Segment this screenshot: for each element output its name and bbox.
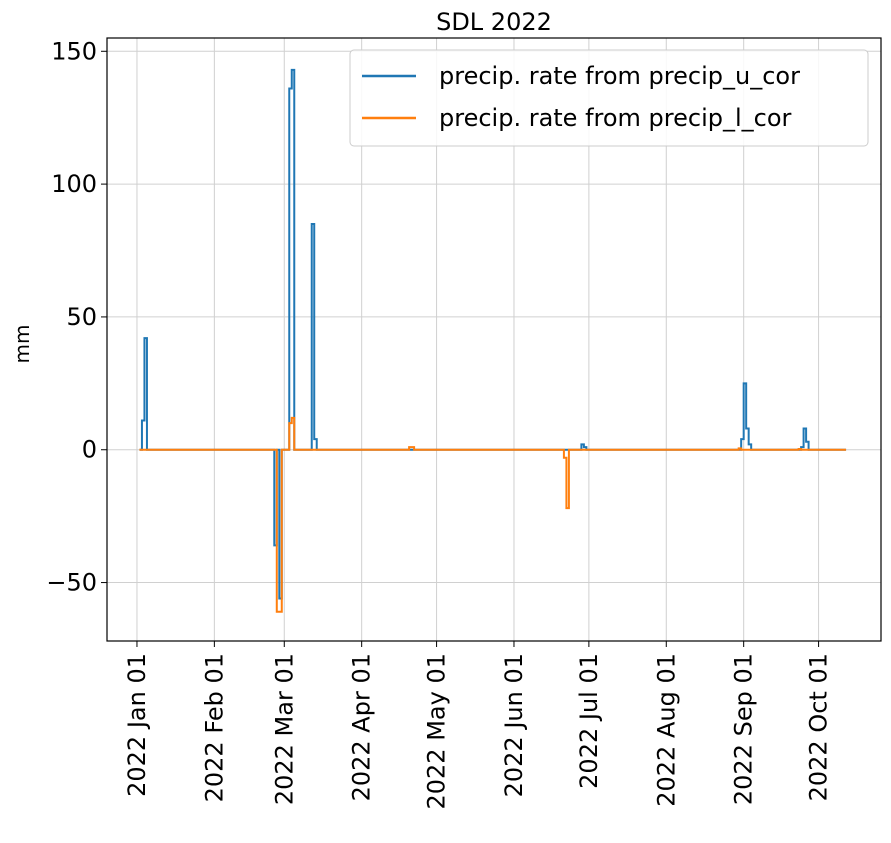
x-tick-label: 2022 Sep 01: [730, 653, 758, 805]
y-tick-label: 150: [51, 37, 97, 65]
y-tick-label: 50: [66, 303, 97, 331]
axis-layer: 2022 Jan 01 2022 Feb 01 2022 Mar 01 2022 Ap…: [46, 37, 832, 809]
x-tick-label: 2022 Jan 01: [123, 653, 151, 797]
x-tick-label: 2022 Aug 01: [652, 653, 680, 807]
series-layer: [139, 68, 847, 613]
series-line-2: [139, 416, 847, 613]
y-tick-label: 0: [82, 436, 97, 464]
x-tick-label: 2022 Jul 01: [575, 653, 603, 789]
y-tick-label: 100: [51, 170, 97, 198]
x-tick-label: 2022 May 01: [423, 653, 451, 810]
x-tick-label: 2022 Feb 01: [200, 653, 228, 802]
plot-frame: [106, 37, 882, 642]
legend: precip. rate from precip_u_cor precip. ra…: [349, 49, 869, 147]
x-tick-label: 2022 Oct 01: [805, 653, 833, 801]
legend-label: precip. rate from precip_u_cor: [439, 62, 800, 90]
series-line-1: [139, 68, 847, 600]
legend-box: [349, 49, 869, 147]
y-tick-label: −50: [46, 569, 97, 597]
x-tick-label: 2022 Mar 01: [270, 653, 298, 805]
chart-title: SDL 2022: [436, 8, 552, 36]
legend-label: precip. rate from precip_l_cor: [439, 104, 792, 132]
y-axis-label: mm: [10, 325, 34, 364]
x-tick-label: 2022 Apr 01: [348, 653, 376, 801]
x-tick-label: 2022 Jun 01: [500, 653, 528, 797]
